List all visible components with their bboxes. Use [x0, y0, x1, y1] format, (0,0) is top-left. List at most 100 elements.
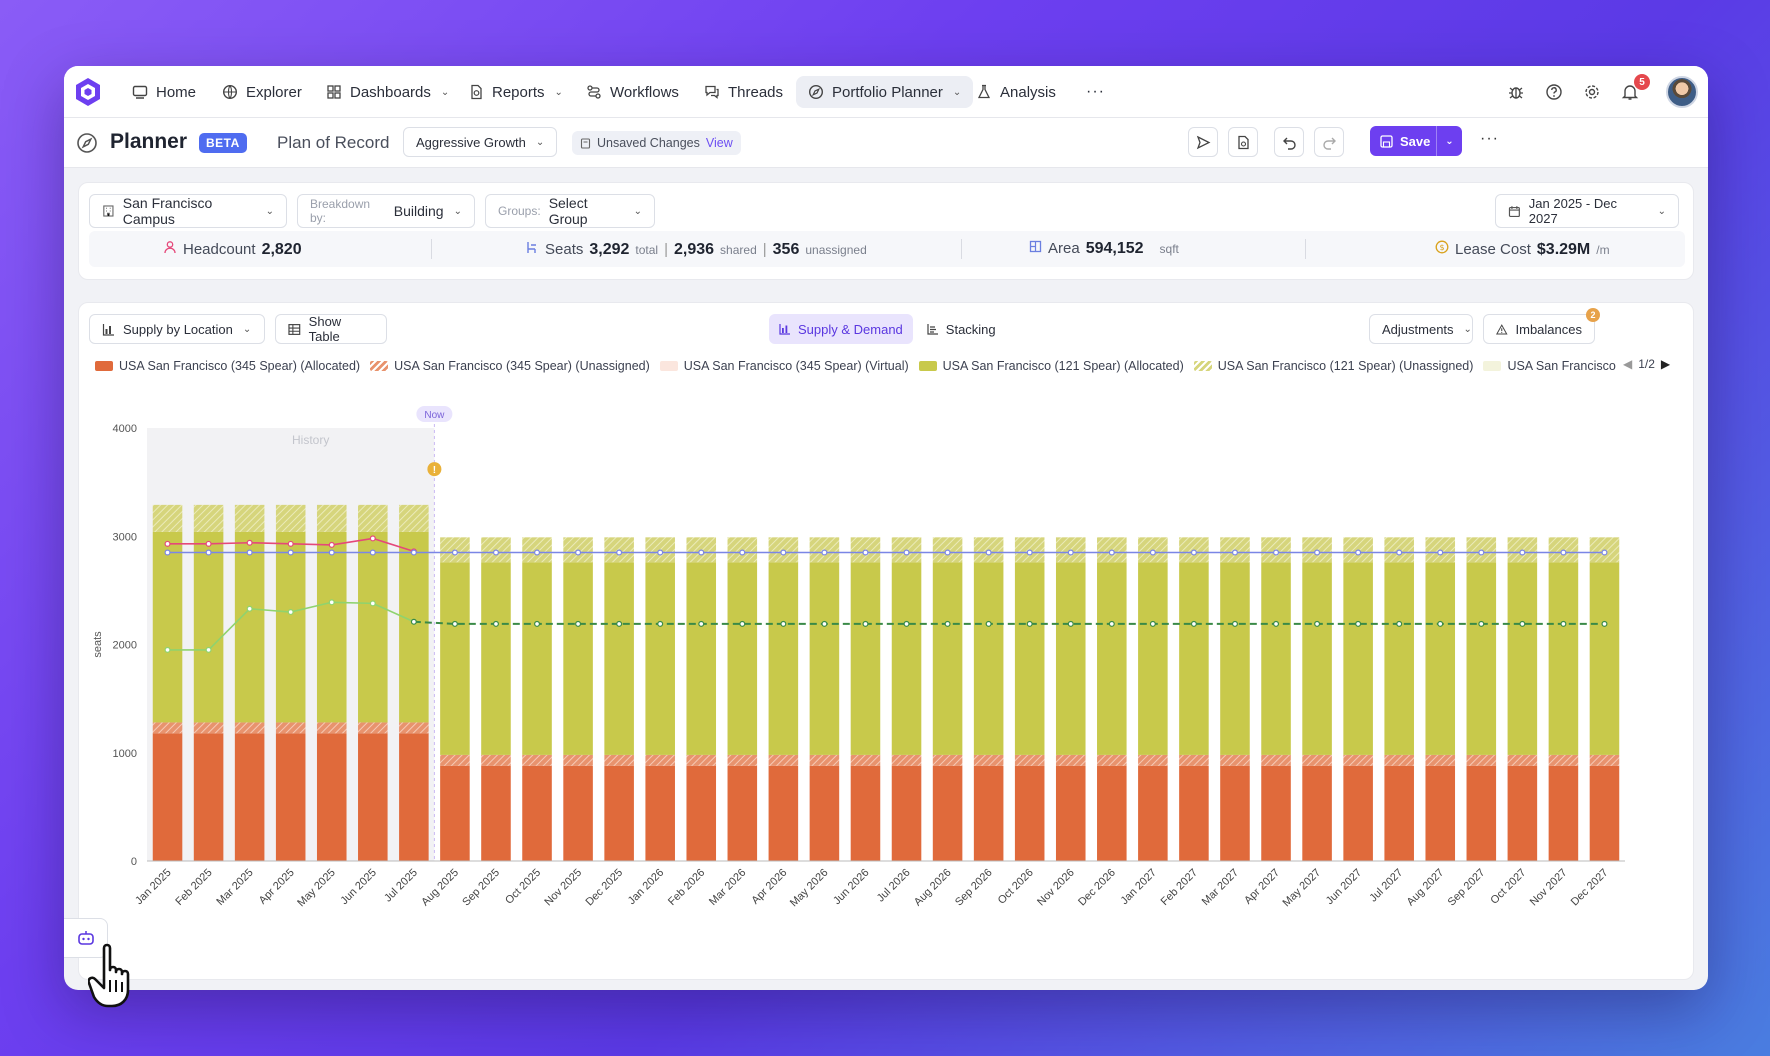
seats-shared-unit: shared — [720, 243, 757, 257]
legend-next-icon[interactable]: ▶ — [1660, 357, 1671, 371]
bug-icon[interactable] — [1504, 80, 1528, 104]
series-point — [534, 549, 541, 556]
nav-portfolio-planner[interactable]: Portfolio Planner ⌄ — [796, 76, 974, 108]
bar-segment — [316, 733, 347, 861]
x-tick-label: Nov 2026 — [1035, 867, 1077, 909]
series-point — [985, 549, 992, 556]
bar-segment — [358, 733, 388, 861]
show-table-button[interactable]: Show Table — [275, 314, 387, 344]
bar-segment — [1302, 754, 1332, 766]
bar-segment — [604, 562, 634, 755]
bar-segment — [891, 765, 922, 861]
bar-segment — [1138, 562, 1168, 755]
series-point — [205, 549, 212, 556]
bar-segment — [1589, 754, 1620, 766]
bar-segment — [809, 754, 840, 766]
campus-select[interactable]: San Francisco Campus ⌄ — [89, 194, 287, 228]
nav-workflows[interactable]: Workflows — [574, 76, 691, 108]
workflow-icon — [587, 85, 601, 99]
nav-analysis[interactable]: Analysis — [964, 76, 1068, 108]
nav-reports[interactable]: Reports ⌄ — [456, 76, 575, 108]
bar-segment — [1466, 562, 1497, 755]
table-icon — [288, 323, 301, 335]
tab-stacking-label: Stacking — [945, 321, 996, 337]
series-point — [205, 540, 212, 547]
bar-segment — [193, 733, 224, 861]
series-point — [575, 549, 582, 556]
imbalances-label: Imbalances — [1515, 321, 1582, 337]
bar-segment — [1507, 765, 1538, 861]
bar-segment — [1179, 562, 1209, 755]
series-point — [1314, 549, 1321, 556]
nav-more-button[interactable]: ··· — [1074, 76, 1117, 108]
series-point — [1108, 549, 1115, 556]
groups-select[interactable]: Groups: Select Group ⌄ — [485, 194, 655, 228]
globe-icon — [222, 84, 238, 100]
x-tick-label: Aug 2026 — [912, 867, 954, 909]
scenario-select[interactable]: Aggressive Growth ⌄ — [403, 127, 558, 157]
campus-select-value: San Francisco Campus — [122, 195, 213, 227]
help-icon[interactable] — [1542, 80, 1566, 104]
bar-segment — [850, 765, 881, 861]
settings-gear-icon[interactable] — [1580, 80, 1604, 104]
y-tick-label: 0 — [131, 856, 137, 868]
breakdown-select[interactable]: Breakdown by: Building ⌄ — [297, 194, 475, 228]
x-tick-label: Dec 2026 — [1076, 867, 1118, 909]
chevron-down-icon: ⌄ — [1463, 323, 1472, 335]
series-point — [492, 620, 499, 627]
bar-segment — [1425, 765, 1456, 861]
series-point — [451, 549, 458, 556]
redo-button[interactable] — [1314, 127, 1344, 157]
bar-segment — [891, 754, 922, 766]
nav-dashboards[interactable]: Dashboards ⌄ — [314, 76, 461, 108]
assistant-bot-button[interactable] — [64, 918, 108, 958]
legend-item[interactable]: USA San Francisco — [1483, 359, 1616, 373]
x-tick-label: Jun 2027 — [1324, 867, 1364, 907]
legend-item[interactable]: USA San Francisco (345 Spear) (Unassigne… — [370, 359, 650, 373]
legend-item[interactable]: USA San Francisco (345 Spear) (Allocated… — [95, 359, 360, 373]
legend-prev-icon[interactable]: ◀ — [1623, 357, 1633, 371]
seats-unassigned-unit: unassigned — [805, 243, 867, 257]
nav-explorer[interactable]: Explorer — [210, 76, 314, 108]
app-logo-icon[interactable] — [72, 76, 104, 108]
series-point — [1149, 549, 1156, 556]
view-select[interactable]: Supply by Location ⌄ — [89, 314, 265, 344]
tab-stacking[interactable]: Stacking — [917, 314, 1006, 344]
view-changes-link[interactable]: View — [705, 136, 733, 150]
imbalances-button[interactable]: Imbalances 2 — [1483, 308, 1600, 344]
series-point — [246, 539, 253, 546]
legend-item[interactable]: USA San Francisco (121 Spear) (Allocated… — [918, 359, 1184, 373]
share-send-button[interactable] — [1188, 127, 1218, 157]
bar-segment — [1261, 765, 1291, 861]
seats-unassigned-value: 356 — [772, 241, 800, 258]
export-button[interactable] — [1228, 127, 1258, 157]
notifications-bell-icon[interactable]: 5 — [1618, 74, 1650, 104]
tab-supply-demand[interactable]: Supply & Demand — [769, 314, 913, 344]
header-more-button[interactable]: ··· — [1480, 130, 1499, 147]
bar-segment — [1425, 754, 1456, 766]
series-point — [451, 620, 458, 627]
bar-segment — [1220, 765, 1250, 861]
bar-segment — [1220, 754, 1250, 766]
legend-item[interactable]: USA San Francisco (121 Spear) (Unassigne… — [1193, 359, 1473, 373]
legend-item[interactable]: USA San Francisco (345 Spear) (Virtual) — [659, 359, 909, 373]
date-range-value: Jan 2025 - Dec 2027 — [1528, 196, 1617, 226]
legend-label: USA San Francisco — [1507, 359, 1616, 373]
nav-threads[interactable]: Threads — [692, 76, 795, 108]
chevron-down-icon: ⌄ — [242, 323, 252, 335]
nav-home[interactable]: Home — [120, 76, 208, 108]
adjustments-select[interactable]: Adjustments ⌄ — [1369, 314, 1473, 344]
undo-button[interactable] — [1274, 127, 1304, 157]
chart-legend: USA San Francisco (345 Spear) (Allocated… — [95, 355, 1617, 377]
user-avatar[interactable] — [1666, 76, 1698, 108]
bar-segment — [932, 765, 963, 861]
bar-segment — [1097, 765, 1127, 861]
warning-triangle-icon — [1496, 323, 1508, 335]
bar-segment — [1138, 765, 1168, 861]
bar-segment — [152, 531, 183, 723]
save-options-chevron-icon[interactable]: ⌄ — [1436, 126, 1462, 156]
plan-name: Plan of Record — [277, 133, 390, 152]
supply-demand-chart: History 0 1000 2000 3000 4000 seats Now! Jan 202… — [92, 406, 1625, 909]
save-button[interactable]: Save ⌄ — [1370, 126, 1462, 156]
date-range-select[interactable]: Jan 2025 - Dec 2027 ⌄ — [1495, 194, 1679, 228]
